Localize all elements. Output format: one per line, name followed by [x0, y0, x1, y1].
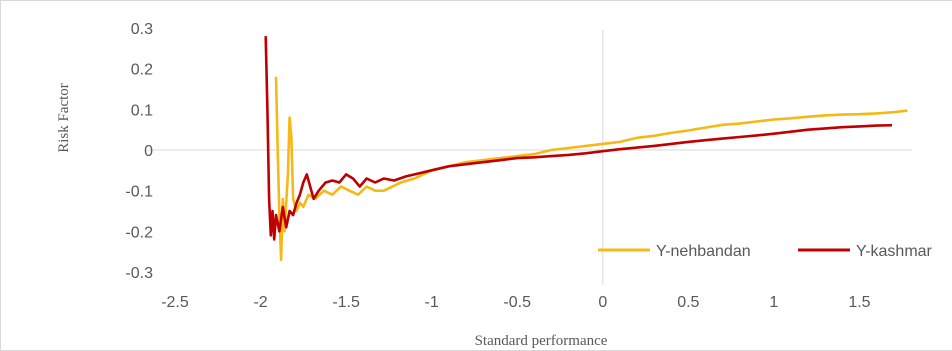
legend-label: Y-nehbandan: [656, 243, 751, 260]
y-tick-label: 0: [144, 143, 153, 160]
series-line-y-kashmar: [264, 36, 893, 241]
legend: Y-nehbandan Y-kashmar: [598, 243, 933, 260]
x-tick-label: -2.5: [161, 294, 189, 311]
y-tick-label: -0.2: [125, 224, 153, 241]
y-tick-labels: 0.3 0.2 0.1 0 -0.1 -0.2 -0.3: [125, 21, 153, 282]
axes: [148, 30, 912, 285]
series-line-y-nehbandan: [274, 76, 908, 262]
y-tick-label: 0.2: [131, 62, 153, 79]
x-tick-label: 0: [598, 294, 607, 311]
y-tick-label: -0.3: [125, 265, 153, 282]
x-tick-label: 1.5: [848, 294, 870, 311]
y-axis-title: Risk Factor: [56, 83, 72, 153]
series-layer: [264, 36, 908, 262]
x-axis-title: Standard performance: [475, 333, 608, 349]
legend-label: Y-kashmar: [856, 243, 933, 260]
y-tick-label: -0.1: [125, 184, 153, 201]
x-tick-labels: -2.5 -2 -1.5 -1 -0.5 0 0.5 1 1.5: [161, 294, 870, 311]
x-tick-label: 0.5: [677, 294, 699, 311]
y-tick-label: 0.3: [131, 21, 153, 38]
x-tick-label: -1: [425, 294, 439, 311]
y-tick-label: 0.1: [131, 102, 153, 119]
x-tick-label: 1: [769, 294, 778, 311]
x-tick-label: -2: [253, 294, 267, 311]
x-tick-label: -1.5: [332, 294, 360, 311]
x-tick-label: -0.5: [503, 294, 531, 311]
